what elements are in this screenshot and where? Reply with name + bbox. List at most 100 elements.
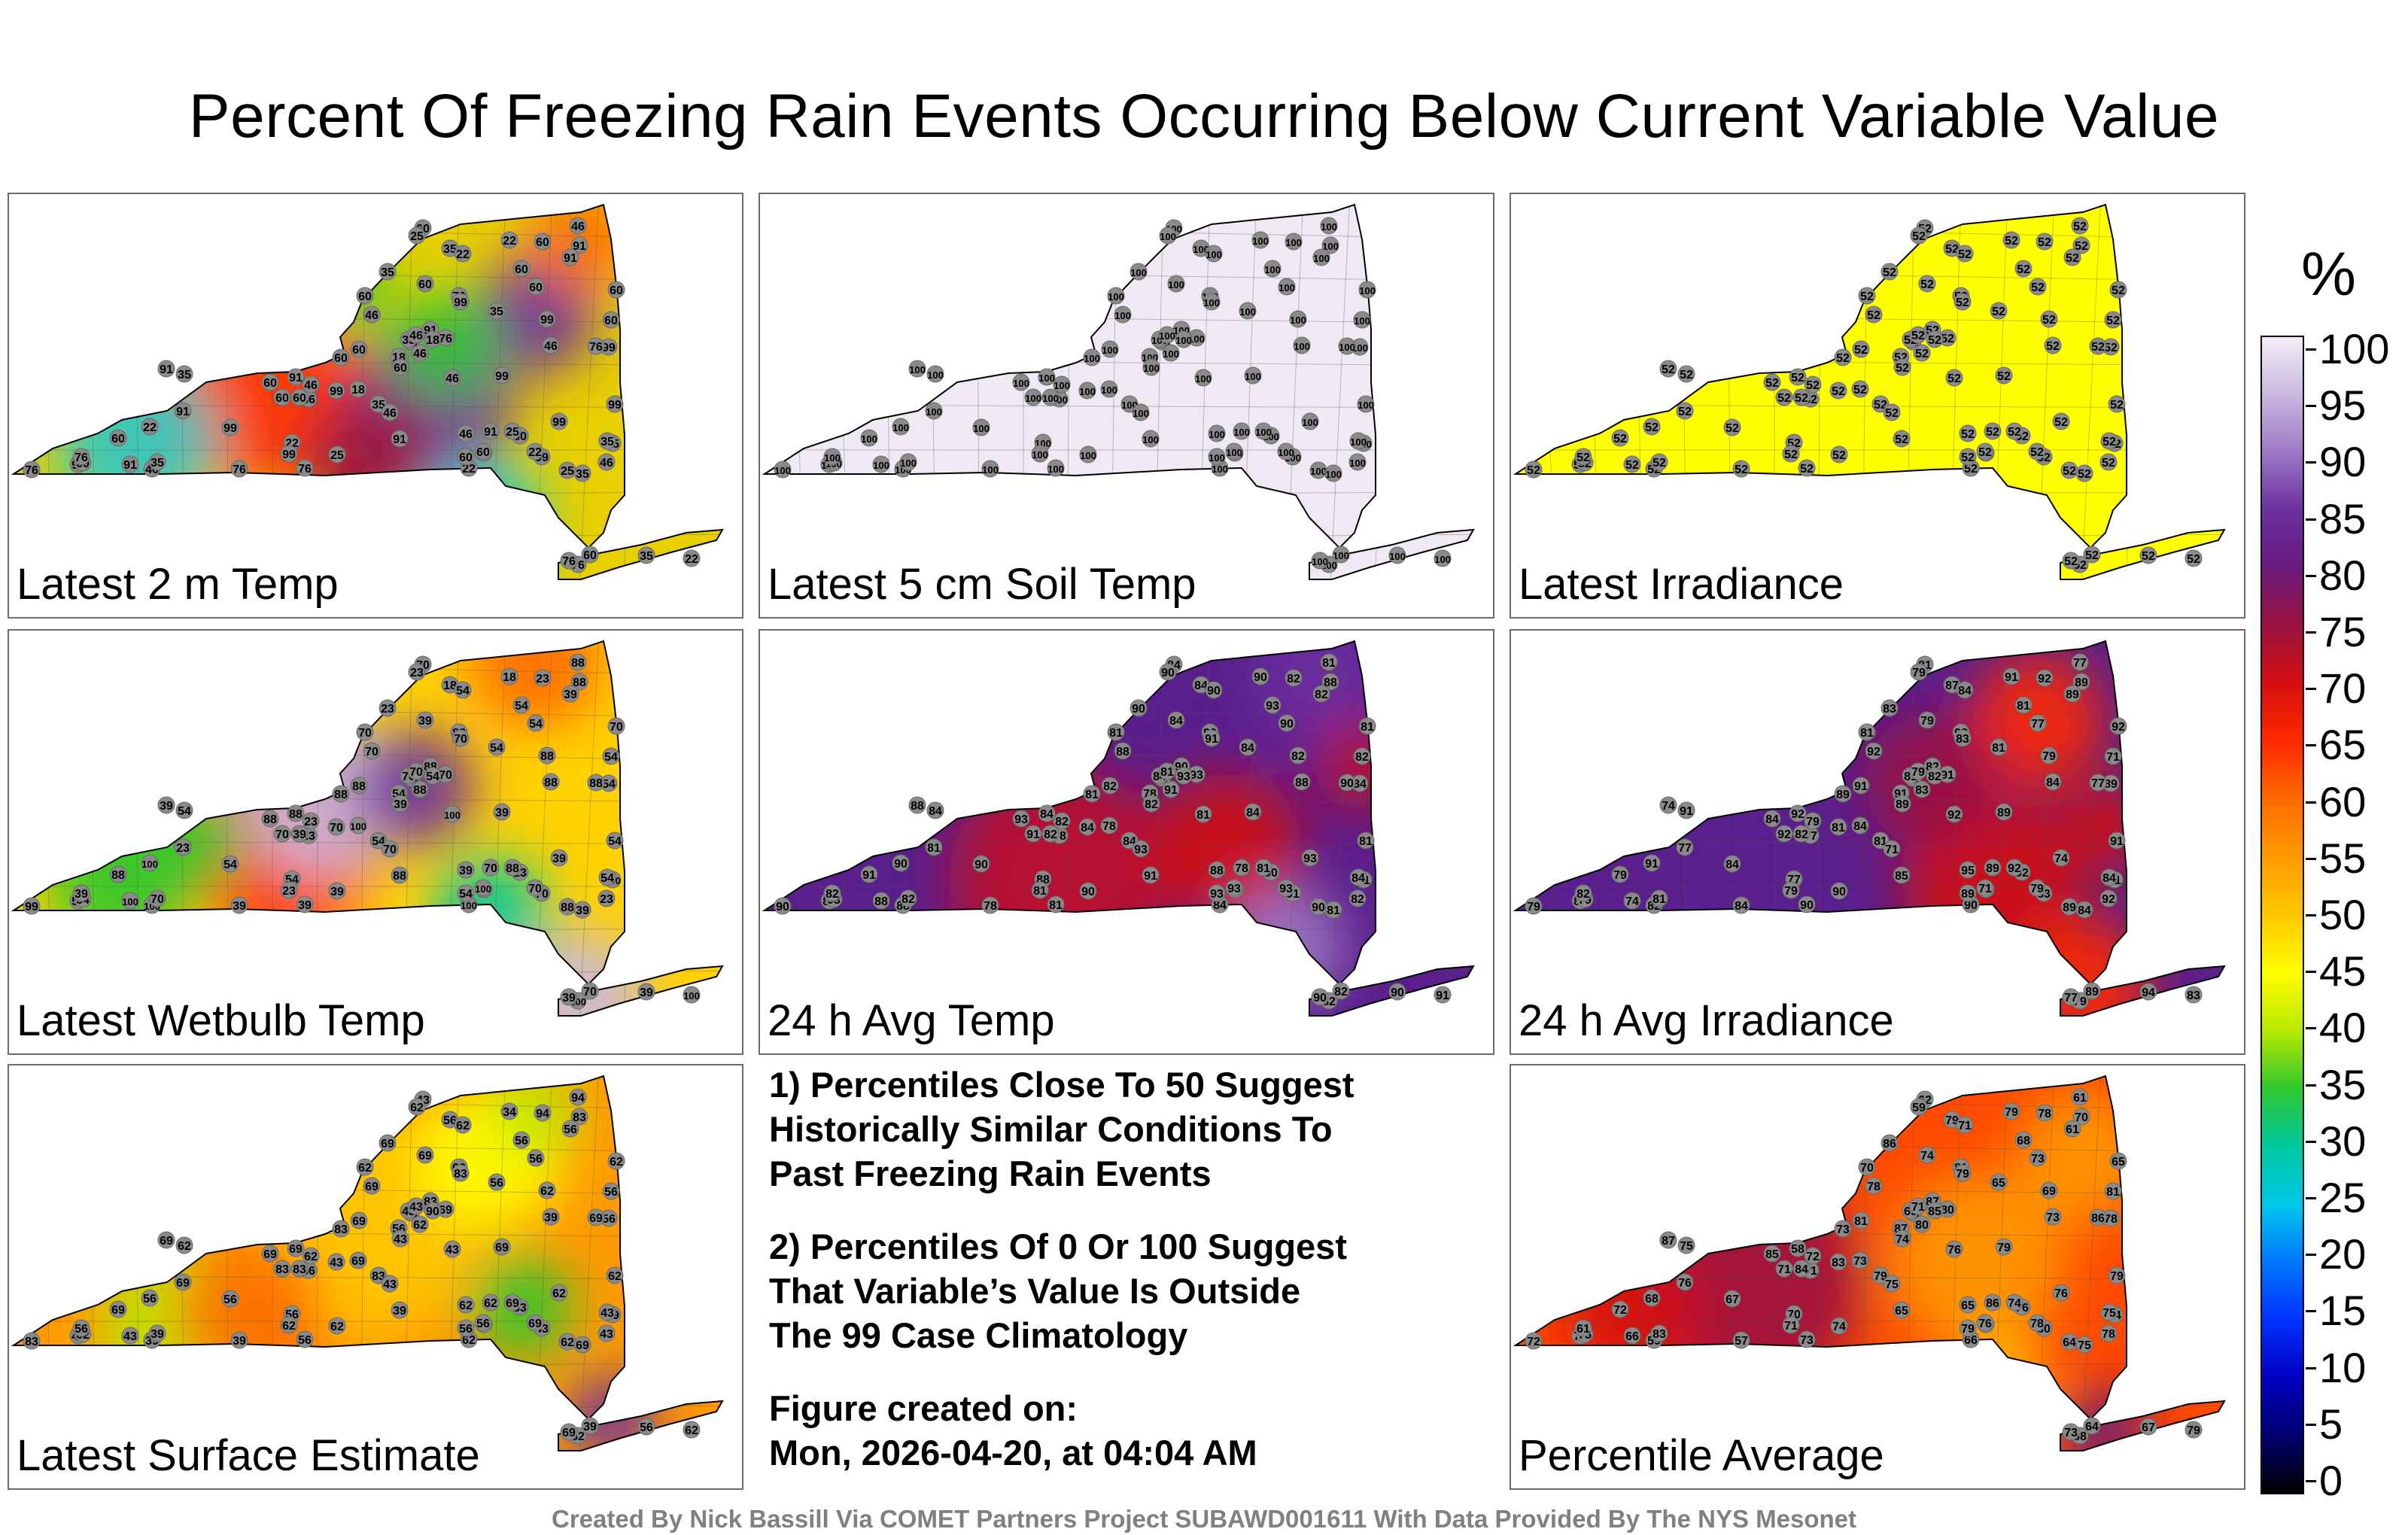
station-dot bbox=[2044, 1208, 2062, 1226]
station-value: 52 bbox=[1725, 422, 1739, 435]
station-value: 99 bbox=[495, 370, 509, 383]
station-marker: 99 bbox=[600, 338, 618, 356]
station-marker: 77 bbox=[2029, 714, 2047, 732]
state-outline bbox=[11, 203, 625, 549]
station-marker: 85 bbox=[1893, 866, 1911, 884]
station-marker: 54 bbox=[488, 738, 506, 756]
station-value: 82 bbox=[1576, 888, 1590, 901]
colorbar-tick-mark bbox=[2306, 1480, 2316, 1482]
station-dot bbox=[1995, 1238, 2013, 1256]
station-value: 52 bbox=[1928, 334, 1941, 347]
station-marker: 62 bbox=[558, 1333, 576, 1351]
note-2-line-2: That Variable’s Value Is Outside bbox=[769, 1271, 1301, 1311]
station-value: 70 bbox=[358, 727, 372, 740]
state-outline bbox=[1513, 203, 2127, 549]
station-marker: 61 bbox=[2063, 1120, 2081, 1138]
station-dot bbox=[1083, 348, 1101, 366]
station-dot bbox=[1348, 453, 1367, 471]
station-value: 64 bbox=[2085, 1421, 2099, 1433]
station-dot bbox=[350, 777, 368, 795]
station-dot bbox=[581, 1417, 599, 1435]
station-value: 81 bbox=[1322, 657, 1336, 670]
colorbar-tick-label: 60 bbox=[2319, 777, 2367, 825]
note-1: 1) Percentiles Close To 50 Suggest Histo… bbox=[769, 1062, 1491, 1196]
station-marker: 68 bbox=[2014, 1131, 2033, 1149]
station-marker: 57 bbox=[1732, 1331, 1750, 1349]
station-value: 74 bbox=[1920, 1150, 1934, 1163]
station-marker: 100 bbox=[1079, 445, 1097, 464]
station-marker: 46 bbox=[363, 305, 381, 324]
station-dot bbox=[1995, 803, 2013, 821]
station-value: 84 bbox=[1353, 778, 1367, 791]
station-marker: 62 bbox=[683, 1421, 701, 1439]
station-value: 83 bbox=[25, 1336, 38, 1348]
station-marker: 68 bbox=[1643, 1289, 1661, 1307]
station-marker: 78 bbox=[1865, 1177, 1883, 1195]
station-value: 92 bbox=[2112, 721, 2125, 734]
station-marker: 52 bbox=[1732, 460, 1750, 478]
station-marker: 100 bbox=[1047, 459, 1065, 477]
station-value: 52 bbox=[2102, 457, 2115, 470]
station-dot bbox=[1130, 263, 1148, 281]
station-dot bbox=[328, 882, 346, 900]
station-value: 100 bbox=[982, 464, 999, 476]
station-marker: 46 bbox=[381, 403, 399, 421]
station-value: 46 bbox=[459, 428, 473, 441]
station-value: 90 bbox=[1161, 667, 1175, 679]
station-dot bbox=[2044, 773, 2062, 791]
station-dot bbox=[332, 1220, 350, 1238]
ny-state-map: 3560764676604691226025221860609991356076… bbox=[11, 203, 724, 580]
station-marker: 85 bbox=[1926, 1202, 1944, 1220]
station-dot bbox=[1041, 388, 1060, 406]
station-value: 69 bbox=[589, 1212, 603, 1225]
station-dot bbox=[290, 825, 309, 843]
map-fill-region bbox=[1564, 1246, 1699, 1382]
station-value: 52 bbox=[1576, 451, 1590, 464]
station-dot bbox=[157, 796, 175, 814]
station-marker: 60 bbox=[332, 348, 350, 366]
station-dot bbox=[350, 340, 368, 358]
station-marker: 91 bbox=[1938, 765, 1956, 783]
colorbar-tick-mark bbox=[2306, 971, 2316, 974]
station-value: 52 bbox=[2030, 446, 2044, 459]
station-value: 82 bbox=[1287, 673, 1300, 685]
station-value: 82 bbox=[1145, 798, 1158, 811]
station-value: 100 bbox=[973, 423, 990, 434]
station-marker: 52 bbox=[1959, 448, 1977, 466]
station-dot bbox=[1175, 767, 1193, 785]
station-marker: 100 bbox=[1107, 287, 1125, 305]
station-dot bbox=[2014, 260, 2033, 278]
station-value: 62 bbox=[462, 1334, 476, 1347]
station-value: 64 bbox=[2063, 1336, 2076, 1349]
station-dot bbox=[148, 1324, 166, 1342]
state-outline bbox=[1513, 640, 2127, 986]
station-marker: 39 bbox=[290, 825, 309, 843]
station-dot bbox=[175, 1236, 193, 1254]
station-dot bbox=[493, 366, 511, 385]
station-marker: 73 bbox=[1834, 1220, 1852, 1238]
station-value: 70 bbox=[2075, 1111, 2088, 1124]
station-value: 81 bbox=[1109, 727, 1123, 740]
station-marker: 39 bbox=[560, 988, 578, 1006]
county-line bbox=[1634, 1076, 1644, 1451]
map-fill-region bbox=[54, 360, 220, 525]
station-marker: 100 bbox=[1114, 305, 1132, 324]
station-dot bbox=[683, 1421, 701, 1439]
station-marker: 52 bbox=[1938, 329, 1956, 347]
colorbar-tick-mark bbox=[2306, 857, 2316, 860]
station-dot bbox=[1910, 226, 1928, 245]
station-marker: 69 bbox=[526, 1314, 544, 1332]
station-marker: 52 bbox=[2072, 236, 2090, 254]
station-dot bbox=[550, 1284, 568, 1302]
station-value: 78 bbox=[2038, 1108, 2051, 1120]
station-dot bbox=[2108, 395, 2126, 413]
station-value: 100 bbox=[1175, 335, 1192, 346]
station-dot bbox=[1574, 1319, 1592, 1337]
station-value: 90 bbox=[1254, 671, 1267, 684]
station-value: 84 bbox=[1351, 872, 1365, 885]
station-value: 88 bbox=[589, 777, 603, 790]
station-value: 52 bbox=[1613, 433, 1627, 445]
station-value: 35 bbox=[178, 369, 191, 381]
station-value: 80 bbox=[1941, 1204, 1954, 1217]
county-line bbox=[1540, 641, 1557, 1016]
